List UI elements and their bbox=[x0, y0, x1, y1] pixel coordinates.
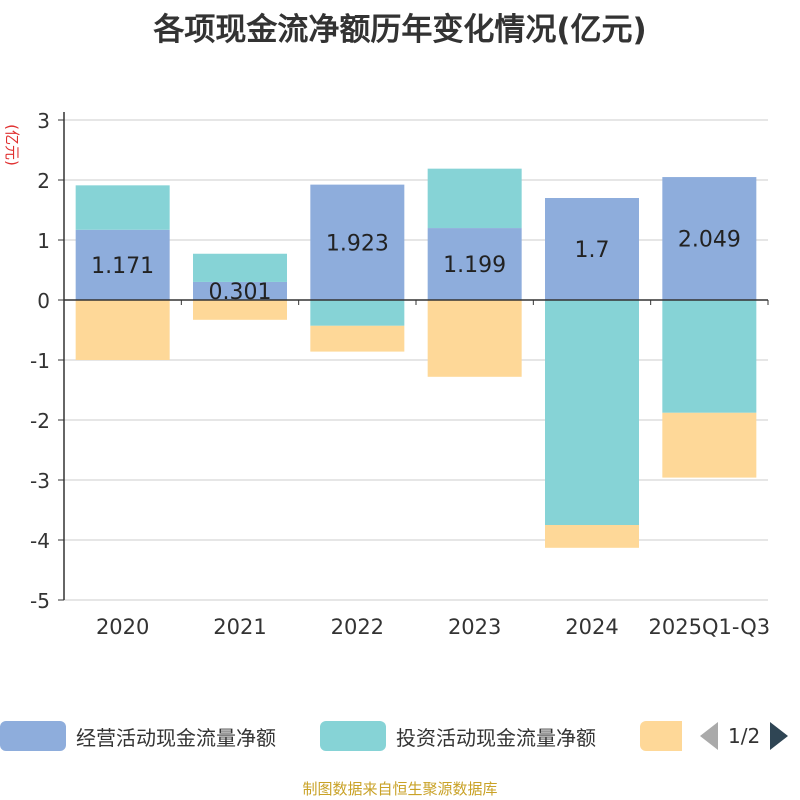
bar-financing-2022[interactable] bbox=[310, 325, 405, 352]
x-tick-label-2020: 2020 bbox=[96, 615, 149, 639]
legend-swatch-investing bbox=[320, 721, 386, 751]
bar-operating-2020[interactable] bbox=[75, 229, 170, 300]
data-label-2023: 1.199 bbox=[443, 253, 506, 278]
legend: 经营活动现金流量净额 投资活动现金流量净额 1/2 bbox=[0, 716, 800, 756]
legend-label-investing: 投资活动现金流量净额 bbox=[396, 725, 596, 750]
legend-pager: 1/2 bbox=[700, 720, 789, 752]
legend-swatch-financing bbox=[640, 721, 682, 751]
source-note: 制图数据来自恒生聚源数据库 bbox=[302, 780, 498, 798]
pager-text: 1/2 bbox=[728, 724, 761, 748]
y-tick-label: -2 bbox=[30, 409, 50, 433]
data-label-2025Q1-Q3: 2.049 bbox=[678, 228, 741, 253]
data-label-2021: 0.301 bbox=[209, 280, 272, 305]
y-tick-label: 2 bbox=[37, 169, 50, 193]
bar-financing-2024[interactable] bbox=[545, 525, 639, 548]
legend-item-financing[interactable] bbox=[640, 720, 692, 752]
y-tick-label: -5 bbox=[30, 589, 50, 613]
bar-operating-2022[interactable] bbox=[310, 184, 405, 300]
bar-investing-2021[interactable] bbox=[193, 253, 287, 282]
bar-financing-2021[interactable] bbox=[193, 300, 287, 320]
bar-investing-2025Q1-Q3[interactable] bbox=[662, 300, 757, 413]
legend-label-operating: 经营活动现金流量净额 bbox=[76, 725, 276, 750]
x-tick-label-2023: 2023 bbox=[448, 615, 501, 639]
bar-financing-2020[interactable] bbox=[75, 300, 170, 360]
bar-investing-2024[interactable] bbox=[545, 300, 639, 525]
bar-investing-2022[interactable] bbox=[310, 300, 405, 326]
legend-item-operating[interactable]: 经营活动现金流量净额 bbox=[0, 720, 276, 752]
y-tick-label: 1 bbox=[37, 229, 50, 253]
bar-financing-2023[interactable] bbox=[427, 300, 522, 377]
legend-swatch-operating bbox=[0, 721, 66, 751]
y-tick-label: 0 bbox=[37, 289, 50, 313]
bar-investing-2023[interactable] bbox=[427, 168, 522, 229]
bar-operating-2024[interactable] bbox=[545, 198, 639, 300]
x-tick-label-2022: 2022 bbox=[331, 615, 384, 639]
data-label-2024: 1.7 bbox=[575, 238, 610, 263]
data-label-2022: 1.923 bbox=[326, 231, 389, 256]
pager-next-icon[interactable] bbox=[770, 722, 789, 750]
x-tick-label-2025Q1-Q3: 2025Q1-Q3 bbox=[649, 615, 771, 639]
bar-operating-2023[interactable] bbox=[427, 228, 522, 300]
y-tick-label: -4 bbox=[30, 529, 50, 553]
bar-operating-2021[interactable] bbox=[193, 281, 287, 300]
chart-title: 各项现金流净额历年变化情况(亿元) bbox=[153, 12, 647, 48]
pager-prev-icon[interactable] bbox=[700, 722, 718, 750]
bar-financing-2025Q1-Q3[interactable] bbox=[662, 412, 757, 478]
cashflow-chart: (亿元) 3 2 1 0 -1 -2 -3 -4 -5 2020 2021 2022 2023 2024 2… bbox=[3, 109, 771, 639]
bar-operating-2025Q1-Q3[interactable] bbox=[662, 177, 757, 300]
y-axis-unit-label: (亿元) bbox=[3, 124, 21, 166]
bar-investing-2020[interactable] bbox=[75, 185, 170, 230]
x-tick-label-2021: 2021 bbox=[213, 615, 266, 639]
y-tick-label: 3 bbox=[37, 109, 50, 133]
legend-item-investing[interactable]: 投资活动现金流量净额 bbox=[320, 720, 596, 752]
y-tick-label: -3 bbox=[30, 469, 50, 493]
x-tick-label-2024: 2024 bbox=[565, 615, 618, 639]
y-tick-label: -1 bbox=[30, 349, 50, 373]
data-label-2020: 1.171 bbox=[91, 254, 154, 279]
